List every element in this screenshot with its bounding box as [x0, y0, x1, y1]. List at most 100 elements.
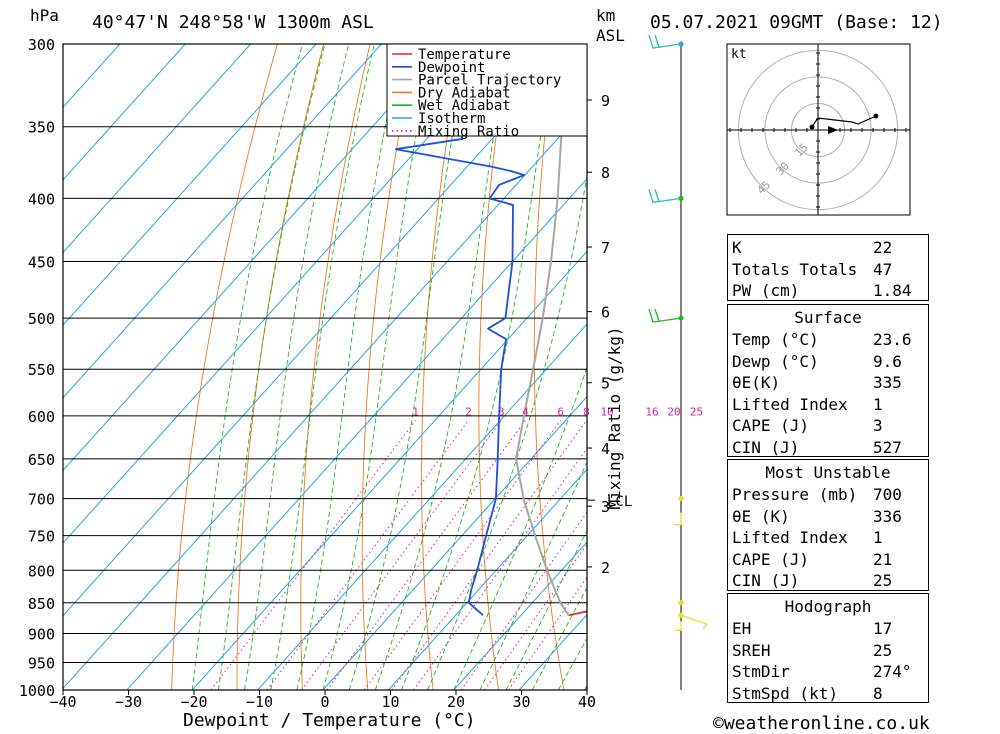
tt-label: Totals Totals: [732, 260, 857, 279]
pressure-tick-label: 550: [28, 361, 55, 379]
x-tick-label: −10: [246, 693, 273, 711]
x-tick-label: 0: [320, 693, 329, 711]
mu-theta-label: θE (K): [732, 507, 790, 526]
mixing-ratio-label: 4: [522, 405, 529, 418]
mu-li-label: Lifted Index: [732, 528, 848, 547]
surface-dewp-value: 9.6: [873, 352, 902, 371]
mixing-ratio-label: 16: [645, 405, 658, 418]
surface-cin-label: CIN (J): [732, 438, 799, 457]
surface-temp-value: 23.6: [873, 330, 912, 349]
wet-adiabat: [297, 44, 402, 690]
dry-adiabat: [534, 44, 564, 690]
pw-label: PW (cm): [732, 281, 799, 300]
mu-cin-row: CIN (J) 25: [728, 568, 928, 590]
mu-cape-row: CAPE (J) 21: [728, 547, 928, 569]
mixing-ratio-label: 6: [557, 405, 564, 418]
isobar-lines: [63, 44, 587, 690]
km-tick-label: 2: [601, 559, 610, 577]
isotherm: [0, 44, 120, 690]
stmspd-label: StmSpd (kt): [732, 684, 838, 703]
x-tick-label: 10: [381, 693, 399, 711]
mixing-ratio-line: [485, 420, 674, 690]
sreh-row: SREH 25: [728, 638, 928, 660]
wind-barb-shaft: [649, 309, 681, 322]
mu-pressure-value: 700: [873, 485, 902, 504]
dry-adiabat: [362, 44, 416, 690]
wind-barb-column: [649, 35, 707, 690]
legend-label: Mixing Ratio: [418, 124, 519, 140]
most-unstable-table: Most Unstable Pressure (mb)700 θE (K)336…: [727, 459, 929, 591]
mixing-ratio-line: [364, 420, 560, 690]
pressure-tick-label: 500: [28, 310, 55, 328]
hpa-label: hPa: [30, 8, 59, 24]
pw-value: 1.84: [873, 281, 912, 300]
pressure-axis-ticks: 3003504004505005506006507007508008509009…: [19, 36, 55, 700]
mu-pressure-row: Pressure (mb)700: [728, 482, 928, 504]
pressure-tick-label: 750: [28, 528, 55, 546]
x-tick-label: −20: [180, 693, 207, 711]
pressure-tick-label: 800: [28, 562, 55, 580]
sreh-label: SREH: [732, 641, 771, 660]
sreh-value: 25: [873, 641, 892, 660]
pressure-tick-label: 300: [28, 36, 55, 54]
stmdir-label: StmDir: [732, 662, 790, 681]
surface-table: Surface Temp (°C)23.6 Dewp (°C)9.6 θE(K)…: [727, 304, 929, 457]
mu-cape-label: CAPE (J): [732, 550, 809, 569]
isotherm: [192, 44, 773, 690]
mixing-ratio-label: 3: [498, 405, 505, 418]
pressure-tick-label: 400: [28, 190, 55, 208]
pressure-tick-label: 700: [28, 491, 55, 509]
hodograph-stats-title-text: Hodograph: [785, 597, 872, 616]
pressure-tick-label: 450: [28, 254, 55, 272]
mu-li-row: Lifted Index 1: [728, 525, 928, 547]
km-tick-label: 9: [601, 92, 610, 110]
mu-theta-value: 336: [873, 507, 902, 526]
mu-cin-value: 25: [873, 571, 892, 590]
wind-barb-shaft: [649, 189, 681, 202]
surface-cin-value: 527: [873, 438, 902, 457]
mu-cin-label: CIN (J): [732, 571, 799, 590]
pressure-tick-label: 850: [28, 595, 55, 613]
surface-temp-label: Temp (°C): [732, 330, 819, 349]
surface-theta-label: θE(K): [732, 373, 780, 392]
mu-theta-row: θE (K) 336: [728, 504, 928, 526]
copyright-footer[interactable]: ©weatheronline.co.uk: [713, 713, 930, 734]
date-title: 05.07.2021 09GMT (Base: 12): [650, 14, 943, 32]
wind-barb: [649, 309, 681, 322]
hodograph-stats-title: Hodograph: [728, 594, 928, 616]
series-temperature: [569, 44, 696, 615]
mu-cape-value: 21: [873, 550, 892, 569]
pressure-tick-label: 1000: [19, 682, 55, 700]
isotherm: [0, 44, 381, 690]
wet-adiabat: [375, 44, 508, 690]
mixing-ratio-label: 1: [412, 405, 419, 418]
totals-totals-row: Totals Totals 47: [728, 257, 928, 279]
wet-adiabat: [192, 44, 302, 690]
wind-barb: [649, 189, 681, 202]
isotherm: [0, 44, 512, 690]
surface-cin-row: CIN (J) 527: [728, 435, 928, 457]
wind-barb: [674, 513, 681, 525]
tt-value: 47: [873, 260, 892, 279]
km-tick-label: 8: [601, 164, 610, 182]
surface-cape-label: CAPE (J): [732, 416, 809, 435]
pressure-tick-label: 900: [28, 625, 55, 643]
mu-li-value: 1: [873, 528, 883, 547]
pressure-tick-label: 600: [28, 408, 55, 426]
hodograph-unit-label: kt: [731, 47, 747, 62]
surface-theta-value: 335: [873, 373, 902, 392]
k-value: 22: [873, 238, 892, 257]
dry-adiabat: [172, 44, 278, 690]
dry-adiabat: [973, 44, 1000, 690]
mixing-ratio-label: 20: [667, 405, 680, 418]
surface-li-value: 1: [873, 395, 883, 414]
surface-title: Surface: [728, 305, 928, 327]
surface-theta-row: θE(K) 335: [728, 370, 928, 392]
